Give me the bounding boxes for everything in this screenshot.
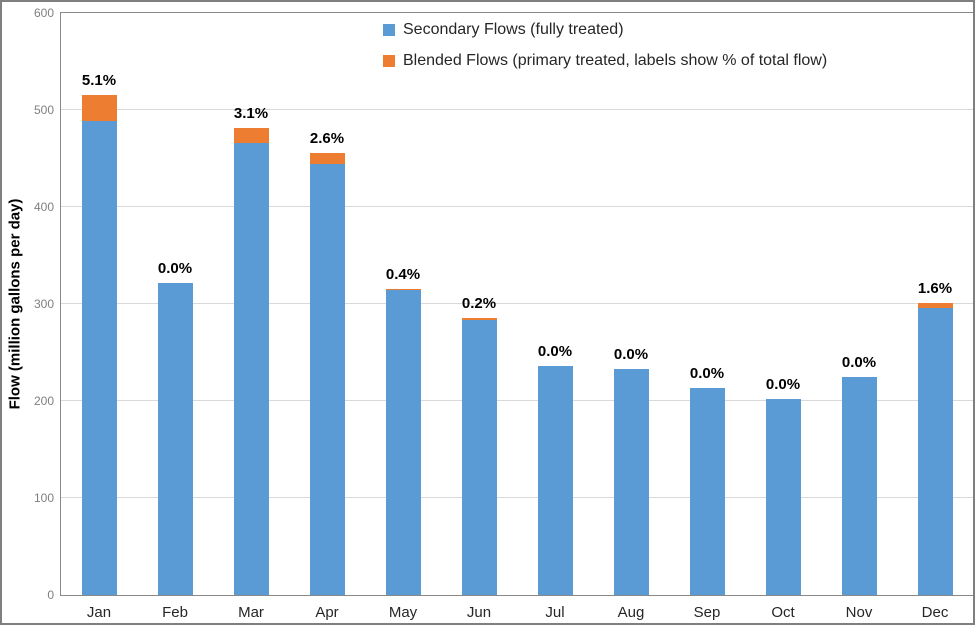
gridline-500 [61, 109, 973, 110]
bar-blended-dec [917, 303, 953, 308]
bar-label-dec: 1.6% [917, 280, 953, 298]
x-tick-label-jan: Jan [86, 604, 112, 621]
x-tick-label-apr: Apr [315, 604, 339, 621]
x-tick-label-mar: Mar [238, 604, 264, 621]
gridline-400 [61, 206, 973, 207]
bar-label-feb: 0.0% [157, 259, 193, 277]
bar-secondary-dec [917, 307, 953, 595]
bar-blended-jan [81, 95, 117, 121]
bar-label-oct: 0.0% [765, 376, 801, 394]
bar-secondary-jul [537, 366, 573, 595]
bar-label-jun: 0.2% [461, 295, 497, 313]
bar-label-jul: 0.0% [537, 343, 573, 361]
bar-secondary-aug [613, 369, 649, 595]
bar-secondary-sep [689, 388, 725, 595]
bar-secondary-nov [841, 376, 877, 595]
x-tick-label-jun: Jun [466, 604, 492, 621]
bar-secondary-jan [81, 120, 117, 595]
y-tick-label-500: 500 [33, 103, 54, 117]
x-tick-label-feb: Feb [162, 604, 188, 621]
legend-swatch-blended-icon [383, 55, 395, 67]
bar-secondary-mar [233, 142, 269, 595]
bar-secondary-may [385, 290, 421, 595]
bar-secondary-oct [765, 399, 801, 595]
gridline-300 [61, 303, 973, 304]
legend-swatch-secondary-icon [383, 24, 395, 36]
gridline-200 [61, 400, 973, 401]
x-tick-label-oct: Oct [771, 604, 795, 621]
x-tick-label-jul: Jul [545, 604, 565, 621]
y-tick-label-200: 200 [33, 394, 54, 408]
y-tick-label-300: 300 [33, 297, 54, 311]
bar-secondary-apr [309, 164, 345, 595]
bar-blended-mar [233, 128, 269, 143]
bar-blended-may [385, 289, 421, 291]
y-tick-label-100: 100 [33, 491, 54, 505]
legend-item-blended-flows: Blended Flows (primary treated, labels s… [383, 52, 827, 70]
legend-label-blended-flows: Blended Flows (primary treated, labels s… [403, 52, 828, 69]
bar-blended-jun [461, 318, 497, 320]
y-tick-label-0: 0 [47, 588, 54, 602]
x-tick-label-dec: Dec [921, 604, 949, 621]
bar-label-aug: 0.0% [613, 346, 649, 363]
legend: Secondary Flows (fully treated) Blended … [383, 21, 827, 83]
plot-area: 5.1% 0.0% 3.1% 2.6% 0.4% 0.2% 0.0% 0.0% 0.0% 0.0%… [60, 12, 973, 596]
x-tick-label-sep: Sep [693, 604, 721, 621]
bar-label-nov: 0.0% [841, 353, 877, 371]
x-tick-label-nov: Nov [845, 604, 873, 621]
y-tick-label-600: 600 [33, 6, 54, 20]
bar-label-may: 0.4% [385, 266, 421, 284]
x-tick-label-aug: Aug [617, 604, 645, 621]
legend-label-secondary-flows: Secondary Flows (fully treated) [403, 21, 624, 38]
bar-secondary-feb [157, 282, 193, 595]
bar-label-jan: 5.1% [81, 72, 117, 90]
y-tick-label-400: 400 [33, 200, 54, 214]
legend-item-secondary-flows: Secondary Flows (fully treated) [383, 21, 827, 39]
bar-label-mar: 3.1% [233, 105, 269, 123]
bar-label-sep: 0.0% [689, 365, 725, 383]
bar-secondary-jun [461, 319, 497, 595]
x-tick-label-may: May [388, 604, 418, 621]
gridline-100 [61, 497, 973, 498]
bar-label-apr: 2.6% [309, 129, 345, 147]
bar-blended-apr [309, 152, 345, 165]
